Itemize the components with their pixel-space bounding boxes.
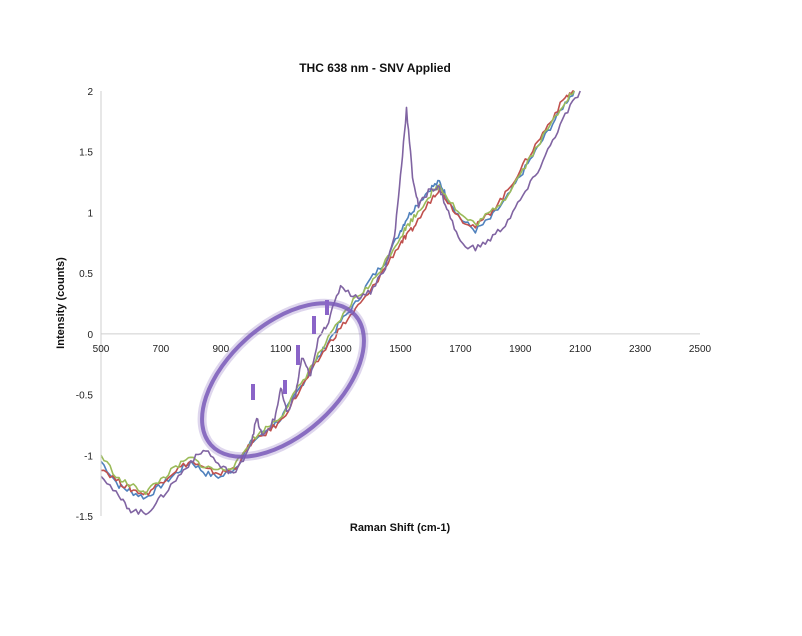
y-tick-label: -1 bbox=[84, 451, 93, 462]
y-tick-labels: 2 1.5 1 0.5 0 -0.5 -1 -1.5 bbox=[76, 87, 94, 523]
x-tick-label: 1900 bbox=[509, 344, 532, 355]
chart-title: THC 638 nm - SNV Applied bbox=[299, 61, 451, 75]
y-tick-label: 1.5 bbox=[79, 148, 93, 159]
x-tick-label: 1100 bbox=[270, 344, 292, 355]
x-tick-label: 900 bbox=[212, 344, 229, 355]
x-tick-label: 500 bbox=[93, 344, 110, 355]
x-tick-label: 700 bbox=[153, 344, 170, 355]
y-axis-title: Intensity (counts) bbox=[55, 257, 67, 349]
y-tick-label: -0.5 bbox=[76, 391, 94, 402]
x-tick-labels: 500 700 900 1100 1300 1500 1700 1900 2100 2300 250… bbox=[93, 344, 712, 355]
x-tick-label: 2100 bbox=[569, 344, 592, 355]
x-tick-label: 1300 bbox=[329, 344, 352, 355]
y-tick-label: 0 bbox=[87, 330, 93, 341]
y-tick-label: 1 bbox=[87, 208, 93, 219]
x-tick-label: 2300 bbox=[629, 344, 652, 355]
y-tick-label: 0.5 bbox=[79, 269, 93, 280]
x-axis-title: Raman Shift (cm-1) bbox=[350, 522, 451, 534]
highlight-ellipse bbox=[200, 301, 366, 459]
series-layer bbox=[100, 90, 581, 516]
y-tick-label: 2 bbox=[87, 87, 93, 98]
series-line-2 bbox=[100, 90, 575, 496]
x-tick-label: 1700 bbox=[449, 344, 472, 355]
series-line-4 bbox=[100, 90, 581, 516]
x-tick-label: 2500 bbox=[689, 344, 712, 355]
series-line-3 bbox=[100, 90, 575, 496]
y-tick-label: -1.5 bbox=[76, 512, 94, 523]
x-tick-label: 1500 bbox=[389, 344, 412, 355]
annotation-layer bbox=[197, 298, 369, 462]
